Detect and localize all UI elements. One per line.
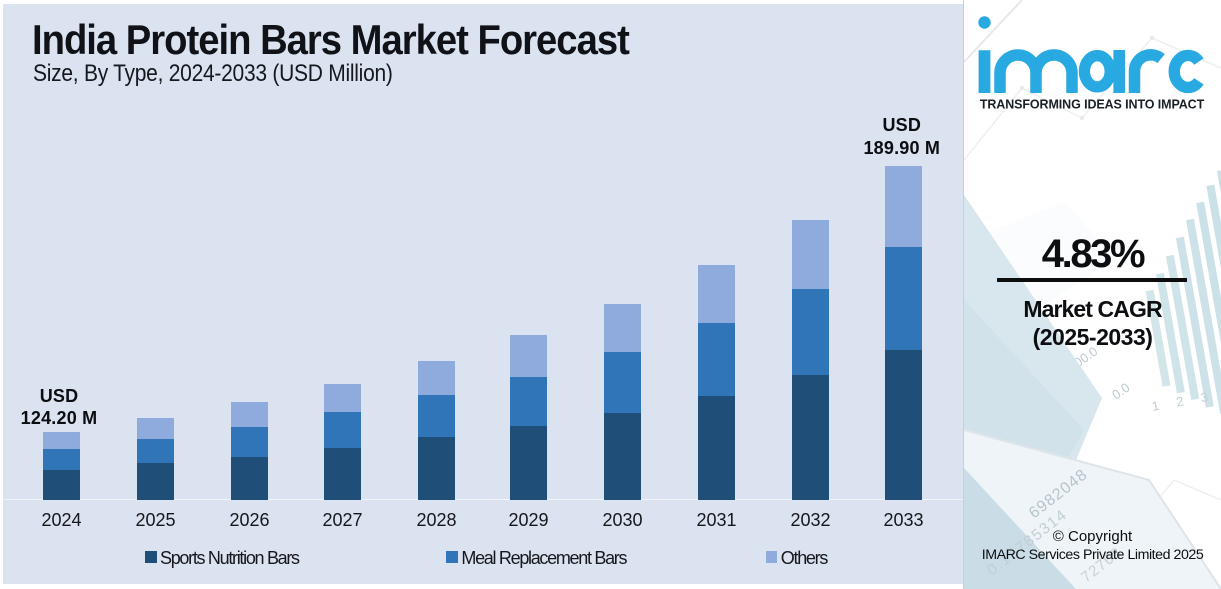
svg-text:TRANSFORMING IDEAS INTO IMPACT: TRANSFORMING IDEAS INTO IMPACT	[980, 98, 1205, 112]
svg-text:1 2 3 4: 1 2 3 4	[1151, 384, 1221, 414]
svg-text:0.0: 0.0	[1109, 380, 1132, 403]
